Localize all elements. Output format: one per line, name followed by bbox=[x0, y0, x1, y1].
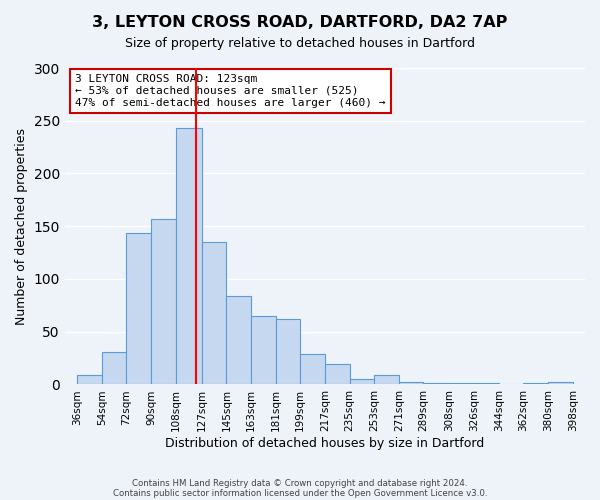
Bar bbox=[325, 364, 350, 384]
Bar bbox=[102, 352, 127, 384]
Text: Contains public sector information licensed under the Open Government Licence v3: Contains public sector information licen… bbox=[113, 488, 487, 498]
Bar bbox=[275, 319, 300, 384]
Bar bbox=[374, 375, 399, 384]
Text: 3, LEYTON CROSS ROAD, DARTFORD, DA2 7AP: 3, LEYTON CROSS ROAD, DARTFORD, DA2 7AP bbox=[92, 15, 508, 30]
Bar bbox=[300, 354, 325, 384]
Bar bbox=[127, 232, 151, 384]
Bar bbox=[399, 382, 424, 384]
Bar bbox=[251, 316, 275, 384]
Bar bbox=[77, 375, 102, 384]
Text: 3 LEYTON CROSS ROAD: 123sqm
← 53% of detached houses are smaller (525)
47% of se: 3 LEYTON CROSS ROAD: 123sqm ← 53% of det… bbox=[75, 74, 386, 108]
Bar bbox=[151, 219, 176, 384]
Bar bbox=[176, 128, 202, 384]
Bar bbox=[548, 382, 572, 384]
Text: Contains HM Land Registry data © Crown copyright and database right 2024.: Contains HM Land Registry data © Crown c… bbox=[132, 478, 468, 488]
Y-axis label: Number of detached properties: Number of detached properties bbox=[15, 128, 28, 324]
X-axis label: Distribution of detached houses by size in Dartford: Distribution of detached houses by size … bbox=[165, 437, 485, 450]
Bar bbox=[226, 296, 251, 384]
Bar bbox=[350, 379, 374, 384]
Text: Size of property relative to detached houses in Dartford: Size of property relative to detached ho… bbox=[125, 38, 475, 51]
Bar bbox=[202, 242, 226, 384]
